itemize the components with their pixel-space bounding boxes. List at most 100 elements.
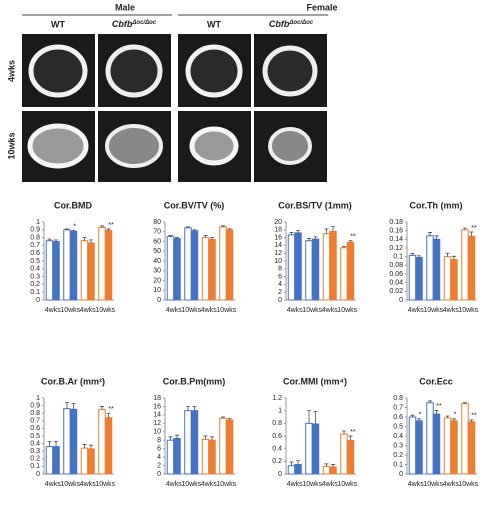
bar	[450, 259, 458, 301]
y-tick-label: 0.2	[30, 281, 40, 288]
significance: **	[108, 222, 114, 229]
x-tick-label: 4wks	[443, 307, 459, 314]
x-tick-label: 4wks	[443, 481, 459, 488]
error-bar	[313, 410, 318, 424]
bar	[69, 408, 78, 475]
x-tick-label: 4wks	[80, 307, 96, 314]
bar	[63, 229, 71, 301]
bar	[52, 241, 60, 301]
bar	[305, 240, 313, 301]
bar	[104, 417, 113, 475]
bar	[201, 237, 210, 301]
y-tick-label: 0	[278, 297, 282, 304]
error-bar	[342, 430, 346, 435]
error-bar	[417, 418, 421, 421]
bar	[443, 256, 452, 301]
y-tick-label: 12	[274, 250, 282, 257]
error-bar	[106, 412, 111, 418]
ct-images	[22, 34, 327, 182]
error-bar	[428, 232, 432, 236]
chart-title: Cor.BMD	[54, 200, 93, 210]
x-tick-label: 10wks	[337, 481, 357, 488]
error-bar	[324, 463, 329, 467]
y-tick-label: 0.6	[272, 433, 282, 440]
y-tick-label: 0.5	[30, 258, 40, 265]
bar	[45, 446, 54, 475]
bar	[426, 402, 434, 475]
error-bar	[296, 460, 300, 465]
error-bar	[168, 436, 173, 441]
x-tick-label: 10wks	[302, 481, 322, 488]
bar	[80, 447, 89, 475]
error-bar	[89, 239, 93, 244]
error-bar	[203, 435, 208, 440]
y-tick-label: 18	[274, 227, 282, 234]
y-tick-label: 0.2	[272, 458, 282, 465]
significance: **	[471, 413, 477, 420]
y-tick-label: 0.1	[30, 289, 40, 296]
significance: **	[350, 429, 356, 436]
y-tick-label: 0.6	[393, 414, 403, 421]
x-tick-label: 10wks	[60, 481, 80, 488]
bar	[467, 235, 476, 301]
y-tick-label: 2	[157, 462, 161, 469]
age-label: 4wks	[6, 60, 16, 82]
bar	[87, 242, 95, 301]
y-tick-label: 0.7	[30, 418, 40, 425]
bar	[311, 423, 320, 475]
y-tick-label: 50	[153, 248, 161, 255]
y-tick-label: 6	[157, 446, 161, 453]
bar	[287, 234, 296, 301]
error-bar	[47, 238, 52, 241]
error-bar	[82, 444, 87, 449]
error-bar	[192, 406, 197, 411]
bar	[415, 257, 423, 301]
x-tick-label: 4wks	[45, 481, 61, 488]
bone-section	[27, 123, 89, 169]
bar	[219, 417, 227, 475]
chart-title: Cor.BV/TV (%)	[164, 200, 225, 210]
error-bar	[186, 406, 190, 411]
error-bar	[313, 236, 318, 240]
y-tick-label: 14	[153, 412, 161, 419]
chart-title: Cor.Th (mm)	[410, 200, 463, 210]
bar	[184, 410, 192, 475]
bar	[98, 408, 106, 475]
error-bar	[221, 416, 225, 419]
error-bar	[434, 235, 439, 240]
error-bar	[428, 400, 432, 403]
bar	[63, 408, 71, 475]
bone-section	[268, 127, 312, 165]
x-tick-label: 4wks	[80, 481, 96, 488]
error-bar	[210, 237, 214, 240]
x-tick-label: 10wks	[181, 481, 201, 488]
y-tick-label: 0.7	[30, 242, 40, 249]
y-tick-label: 0.14	[389, 236, 403, 243]
bar	[305, 422, 313, 475]
significance: **	[350, 234, 356, 241]
error-bar	[445, 415, 450, 418]
bar	[294, 232, 302, 301]
y-tick-label: 0.1	[393, 461, 403, 468]
y-tick-label: 16	[274, 234, 282, 241]
significance: *	[454, 412, 457, 419]
x-tick-label: 10wks	[423, 481, 443, 488]
image-panel-header: Male Female WT CbfbΔoc/Δoc WT CbfbΔoc/Δo…	[6, 2, 337, 159]
error-bar	[445, 252, 450, 257]
y-tick-label: 0.18	[389, 219, 403, 226]
genotype-name: Cbfb	[112, 19, 133, 29]
x-tick-label: 4wks	[322, 481, 338, 488]
y-tick-label: 0.8	[272, 420, 282, 427]
bar	[415, 420, 423, 475]
error-bar	[210, 436, 214, 441]
error-bar	[434, 410, 439, 415]
error-bar	[65, 228, 69, 230]
bar	[173, 238, 181, 301]
y-tick-label: 0	[399, 471, 403, 478]
x-tick-label: 4wks	[201, 481, 217, 488]
error-bar	[452, 255, 456, 260]
y-tick-label: 0.8	[30, 410, 40, 417]
error-bar	[410, 253, 415, 256]
error-bar	[342, 246, 346, 248]
genotype-name: Cbfb	[269, 19, 290, 29]
